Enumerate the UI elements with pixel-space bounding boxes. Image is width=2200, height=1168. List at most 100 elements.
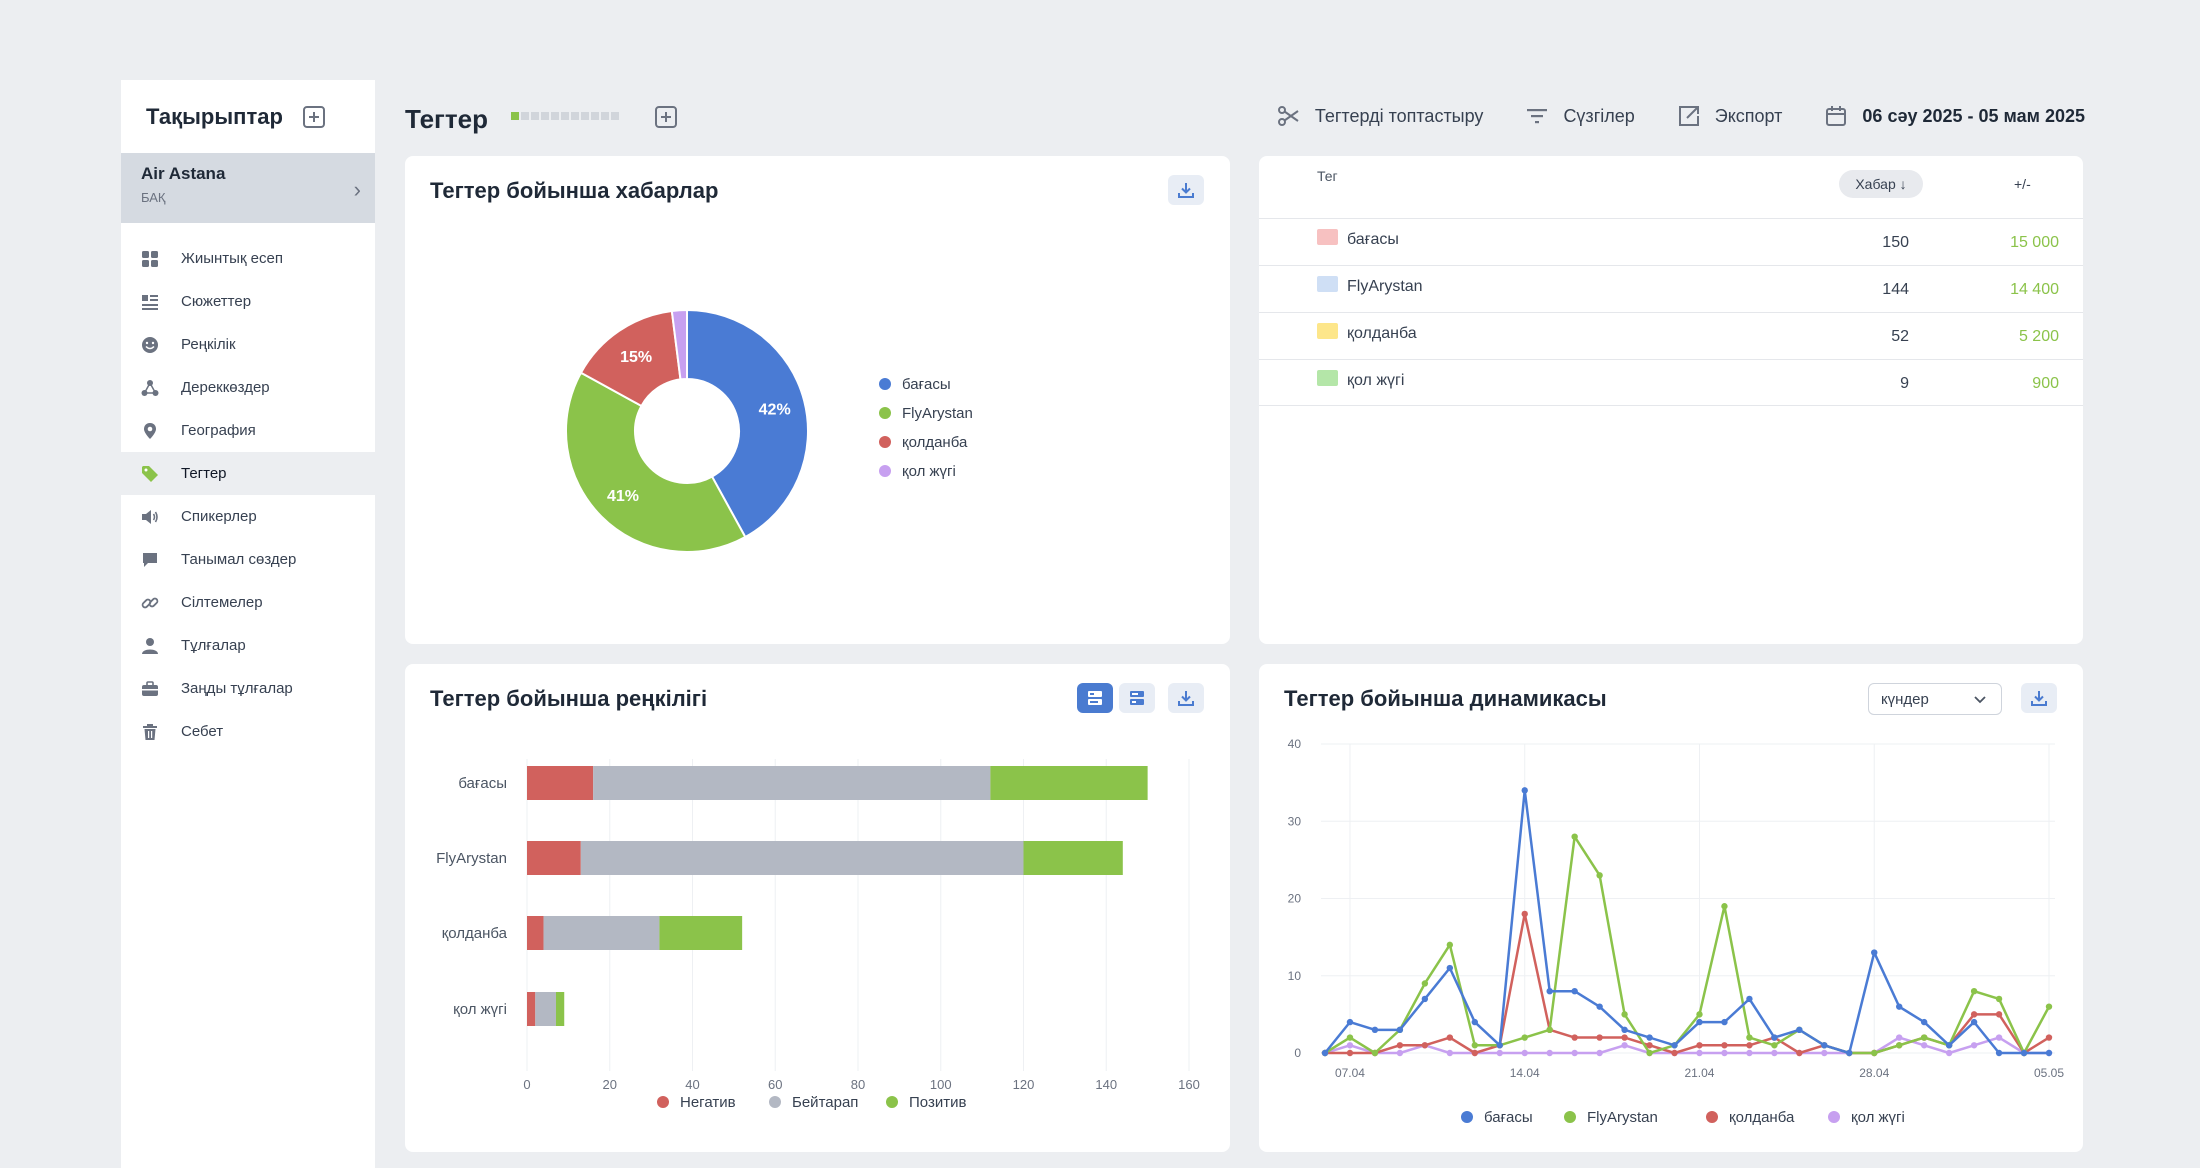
project-selector[interactable]: Air Astana БАҚ ›: [121, 153, 375, 223]
data-point: [1621, 1042, 1628, 1049]
x-tick-label: 07.04: [1335, 1066, 1365, 1080]
data-point: [1471, 1049, 1478, 1057]
view-toggle: [1077, 683, 1155, 713]
data-point: [1796, 1026, 1803, 1034]
sidebar-item-legal-entities[interactable]: Заңды тұлғалар: [121, 667, 375, 710]
x-tick-label: 28.04: [1859, 1066, 1889, 1080]
add-topic-icon[interactable]: [302, 105, 325, 128]
bar-segment: [580, 841, 1024, 875]
table-row[interactable]: қолданба 52 5 200: [1259, 312, 2083, 359]
legend-label: қол жүгі: [1851, 1109, 1905, 1126]
sidebar-item-tags[interactable]: Тегтер: [121, 452, 375, 495]
data-point: [1371, 1026, 1379, 1034]
group-tags-button[interactable]: Тегтерді топтастыру: [1277, 104, 1483, 128]
data-point: [1421, 995, 1429, 1003]
sidebar-item-label: Себет: [181, 723, 224, 740]
download-button[interactable]: [2021, 683, 2057, 713]
stacked-view-button[interactable]: [1077, 683, 1113, 713]
sidebar-item-summary[interactable]: Жиынтық есеп: [121, 237, 375, 280]
project-type: БАҚ: [141, 190, 166, 205]
sidebar-item-stories[interactable]: Сюжеттер: [121, 280, 375, 323]
legend-marker: [1564, 1111, 1576, 1123]
table-row[interactable]: қол жүгі 9 900: [1259, 359, 2083, 406]
data-point: [1746, 995, 1753, 1003]
data-point: [1871, 1049, 1878, 1057]
tag-messages: 9: [1900, 375, 1909, 392]
trash-icon: [141, 723, 159, 741]
data-point: [1896, 1003, 1903, 1010]
legend-marker: [879, 407, 891, 419]
tag-dynamics-line-chart: 0 10 20 30 40 07.04 14.04 21.04 28.04 05.05 бағасы…: [1288, 737, 2065, 1126]
data-point: [1871, 949, 1878, 956]
sidebar-item-sources[interactable]: Дереккөздер: [121, 366, 375, 409]
legend-label: қолданба: [1729, 1109, 1795, 1126]
card-title: Тегтер бойынша динамикасы: [1284, 686, 1607, 711]
export-label: Экспорт: [1714, 105, 1783, 126]
sidebar-item-popular-words[interactable]: Танымал сөздер: [121, 538, 375, 581]
period-select[interactable]: күндер: [1868, 683, 2002, 715]
data-point: [1546, 1049, 1553, 1057]
tags-table-card: Тег Хабар ↓ +/- бағасы 150 15 000 FlyAry…: [1259, 156, 2083, 644]
column-messages-sort[interactable]: Хабар ↓: [1839, 170, 1923, 198]
legend-label: FlyArystan: [1587, 1109, 1658, 1126]
data-point: [1746, 1049, 1753, 1057]
sidebar-item-geography[interactable]: География: [121, 409, 375, 452]
sidebar-title: Тақырыптар: [146, 103, 283, 129]
add-tag-icon[interactable]: [655, 106, 677, 128]
tag-name: бағасы: [1347, 231, 1399, 248]
sidebar-item-label: Тұлғалар: [181, 637, 246, 654]
network-icon: [141, 379, 159, 397]
data-point: [1446, 1034, 1454, 1041]
data-point: [1671, 1042, 1678, 1049]
date-range-picker[interactable]: 06 сәу 2025 - 05 мам 2025: [1824, 104, 2085, 128]
data-point: [1970, 1018, 1978, 1026]
data-point: [1721, 1049, 1728, 1057]
chevron-right-icon: ›: [353, 177, 361, 202]
data-point: [1421, 1042, 1429, 1049]
table-row[interactable]: FlyArystan 144 14 400: [1259, 265, 2083, 312]
filters-label: Сүзгілер: [1563, 105, 1635, 126]
tag-color-swatch: [1317, 323, 1338, 339]
data-point: [1970, 1011, 1978, 1018]
card-title: Тегтер бойынша реңкілігі: [430, 686, 708, 711]
grouped-view-button[interactable]: [1119, 683, 1155, 713]
sidebar-item-trash[interactable]: Себет: [121, 710, 375, 753]
y-category-label: қол жүгі: [453, 1001, 507, 1018]
sidebar-item-sentiment[interactable]: Реңкілік: [121, 323, 375, 366]
sidebar-item-persons[interactable]: Тұлғалар: [121, 624, 375, 667]
tag-sentiment-card: Тегтер бойынша реңкілігі 0 20 40 60 80 100 120…: [405, 664, 1230, 1152]
bar-segment: [527, 992, 536, 1026]
data-point: [1596, 872, 1603, 879]
data-point: [1746, 1034, 1753, 1041]
bar-segment: [555, 992, 565, 1026]
table-row[interactable]: бағасы 150 15 000: [1259, 218, 2083, 265]
sidebar-item-speakers[interactable]: Спикерлер: [121, 495, 375, 538]
data-point: [1346, 1049, 1354, 1057]
tag-messages: 150: [1882, 234, 1909, 251]
briefcase-icon: [141, 680, 159, 698]
data-point: [1521, 1049, 1528, 1057]
legend-marker: [769, 1096, 781, 1108]
legend-marker: [1706, 1111, 1718, 1123]
x-tick-label: 14.04: [1510, 1066, 1540, 1080]
data-point: [1721, 1018, 1728, 1026]
filters-button[interactable]: Сүзгілер: [1525, 104, 1635, 128]
series-line: [1324, 1036, 2049, 1055]
data-point: [1346, 1034, 1354, 1041]
tag-dynamics-card: Тегтер бойынша динамикасы күндер 0 10 20 30…: [1259, 664, 2083, 1152]
download-button[interactable]: [1168, 683, 1204, 713]
download-button[interactable]: [1168, 175, 1204, 205]
data-point: [1646, 1042, 1653, 1049]
column-tag: Тег: [1317, 168, 1338, 184]
download-icon: [1178, 183, 1194, 198]
legend-marker: [1828, 1111, 1840, 1123]
data-point: [1771, 1049, 1778, 1057]
sidebar-item-links[interactable]: Сілтемелер: [121, 581, 375, 624]
data-point: [1696, 1018, 1703, 1026]
project-name: Air Astana: [141, 164, 226, 183]
sidebar-item-label: Реңкілік: [181, 336, 236, 353]
export-button[interactable]: Экспорт: [1677, 104, 1783, 128]
data-point: [1970, 988, 1978, 995]
x-tick-label: 160: [1178, 1077, 1200, 1092]
sidebar-item-label: Жиынтық есеп: [181, 250, 283, 267]
